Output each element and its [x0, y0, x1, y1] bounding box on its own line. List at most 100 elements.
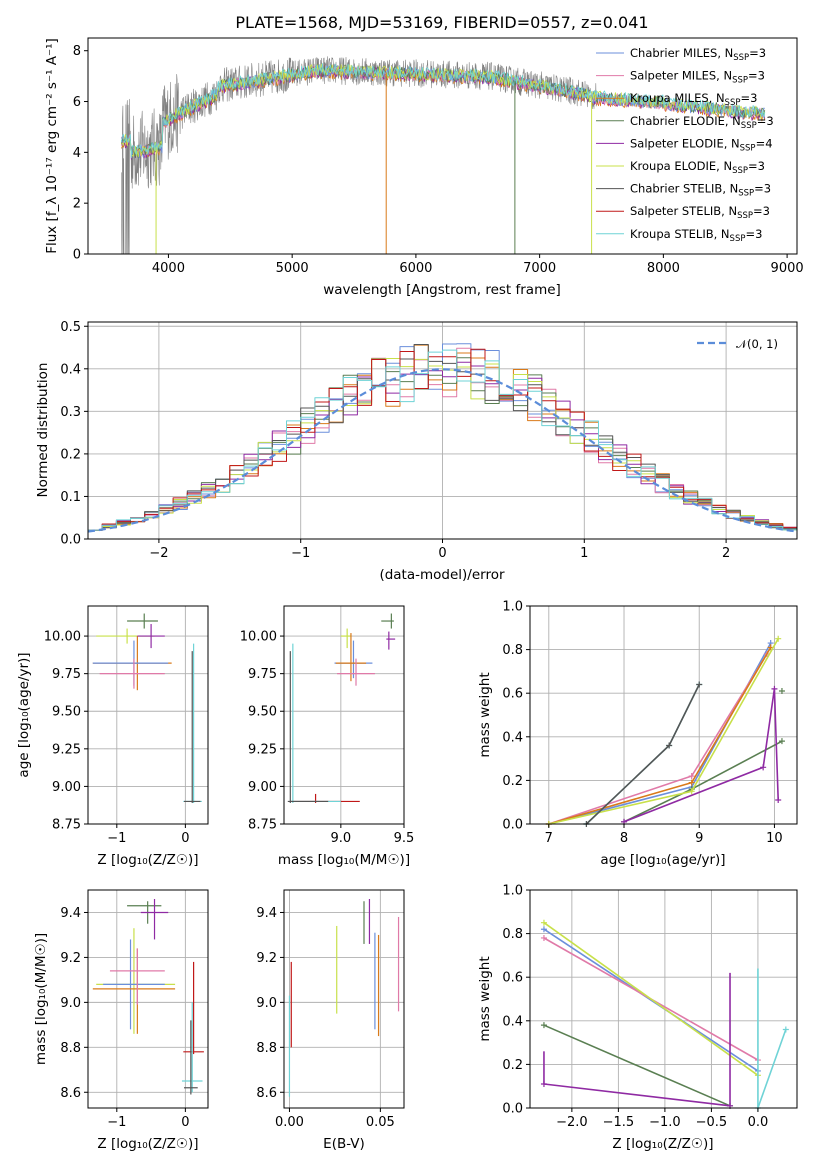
- mass-vs-ebv-panel: 0.00 0.05 8.6 8.8 9.0 9.2 9.4 E(B-V): [256, 889, 405, 1152]
- y-tick-label: 0.0: [502, 818, 523, 833]
- legend-label: Kroupa STELIB, NSSP=3: [630, 227, 762, 244]
- x-tick-label: 9.0: [330, 831, 351, 846]
- x-tick-label: −1: [107, 831, 126, 846]
- legend-label: Kroupa MILES, NSSP=3: [630, 91, 757, 108]
- x-tick-label: 5000: [276, 261, 309, 276]
- residuals-panel: −2 −1 0 1 2 0.0 0.1 0.2 0.3 0.4 0.5 𝒩(0, 1) (data-mo…: [35, 320, 798, 583]
- weight-age-point: [688, 779, 695, 786]
- spectrum-panel-frame: [87, 37, 798, 255]
- residual-histogram: [88, 344, 797, 531]
- y-tick-label: 0.8: [502, 927, 523, 942]
- y-tick-label: 0: [73, 248, 81, 263]
- y-tick-label: 0.2: [502, 774, 523, 789]
- mass-vs-ebv-panel-plot: [288, 898, 400, 1097]
- x-tick-label: 0.05: [366, 1115, 395, 1130]
- y-tick-label: 9.4: [256, 906, 277, 921]
- weight-Z-line: [543, 1024, 731, 1107]
- weight-age-point: [696, 681, 703, 688]
- legend-label: Chabrier STELIB, NSSP=3: [630, 182, 771, 199]
- x-axis-label: age [log₁₀(age/yr)]: [600, 852, 725, 868]
- x-tick-label: 1: [580, 546, 588, 561]
- weight-vs-Z-panel-frame: [529, 889, 798, 1109]
- legend-label: Chabrier ELODIE, NSSP=3: [630, 114, 774, 131]
- weight-age-point: [775, 797, 782, 804]
- y-tick-label: 10.00: [240, 630, 277, 645]
- x-tick-label: 6000: [399, 261, 432, 276]
- x-tick-label: 9: [695, 831, 703, 846]
- y-tick-label: 1.0: [502, 884, 523, 899]
- weight-age-line: [548, 642, 772, 825]
- x-tick-label: −1: [291, 546, 310, 561]
- y-axis-label: Normed distribution: [35, 363, 51, 498]
- mass-vs-Z-panel: −1 0 8.6 8.8 9.0 9.2 9.4 Z [log₁₀(Z/Z☉)] mass [l…: [33, 889, 209, 1152]
- weight-age-line: [548, 638, 779, 825]
- age-vs-Z-panel: −1 0 8.75 9.00 9.25 9.50 9.75 10.00 Z [log₁₀(Z/Z…: [16, 605, 209, 868]
- spectrum-panel-plot: [121, 56, 766, 255]
- x-tick-label: 8000: [647, 261, 680, 276]
- weight-Z-point: [782, 1026, 789, 1033]
- x-tick-label: 7: [545, 831, 553, 846]
- y-axis-label: Flux [f_λ 10⁻¹⁷ erg cm⁻² s⁻¹ A⁻¹]: [44, 38, 60, 254]
- age-vs-Z-panel-frame: [87, 605, 209, 825]
- x-axis-label: Z [log₁₀(Z/Z☉)]: [97, 852, 198, 868]
- weight-age-point: [688, 773, 695, 780]
- weight-age-point: [771, 685, 778, 692]
- y-axis-label: mass weight: [477, 956, 493, 1041]
- x-tick-label: −2: [149, 546, 168, 561]
- x-tick-label: 7000: [523, 261, 556, 276]
- x-axis-label: E(B-V): [323, 1136, 365, 1152]
- weight-Z-line: [757, 1029, 787, 1109]
- weight-vs-Z-panel-plot: [540, 919, 789, 1111]
- residual-histogram: [88, 357, 797, 531]
- y-tick-label: 9.00: [248, 780, 277, 795]
- x-axis-label: mass [log₁₀(M/M☉)]: [278, 852, 410, 868]
- weight-age-point: [778, 688, 785, 695]
- legend-label: Chabrier MILES, NSSP=3: [630, 46, 766, 63]
- weight-vs-age-panel-plot: [545, 635, 785, 827]
- x-tick-label: 0: [438, 546, 446, 561]
- y-tick-label: 0.4: [60, 362, 81, 377]
- figure-title: PLATE=1568, MJD=53169, FIBERID=0557, z=0…: [235, 13, 648, 32]
- y-tick-label: 2: [73, 197, 81, 212]
- weight-age-line: [623, 687, 779, 823]
- y-tick-label: 8.8: [256, 1041, 277, 1056]
- y-tick-label: 9.2: [256, 951, 277, 966]
- model-spectrum: [121, 63, 766, 159]
- y-tick-label: 9.50: [248, 705, 277, 720]
- x-tick-label: 9000: [771, 261, 804, 276]
- mass-vs-Z-panel-plot: [92, 898, 204, 1095]
- y-tick-label: 8.8: [60, 1041, 81, 1056]
- residual-histogram: [88, 361, 797, 531]
- x-tick-label: 4000: [152, 261, 185, 276]
- weight-Z-line: [543, 1083, 731, 1107]
- spectrum-legend: Chabrier MILES, NSSP=3 Salpeter MILES, NS…: [596, 46, 774, 244]
- residual-histogram: [88, 348, 797, 531]
- x-axis-label: wavelength [Angstrom, rest frame]: [323, 282, 561, 298]
- panels: 4000 5000 6000 7000 8000 9000 0 2 4 6 8 Chabrier MI…: [16, 37, 804, 1152]
- y-tick-label: 0.4: [502, 1014, 523, 1029]
- y-tick-label: 9.4: [60, 906, 81, 921]
- y-tick-label: 8: [73, 44, 81, 59]
- weight-age-line: [548, 646, 772, 825]
- x-tick-label: −1.5: [603, 1115, 635, 1130]
- y-tick-label: 9.00: [52, 780, 81, 795]
- y-axis-label: mass weight: [477, 672, 493, 757]
- weight-Z-line: [543, 928, 759, 1072]
- weight-age-point: [760, 764, 767, 771]
- weight-vs-age-panel: 7 8 9 10 0.0 0.2 0.4 0.6 0.8 1.0 age [log₁₀(age/yr…: [477, 600, 798, 868]
- legend-label: Salpeter STELIB, NSSP=3: [630, 204, 770, 221]
- legend-label: 𝒩(0, 1): [736, 337, 778, 351]
- y-tick-label: 8.75: [52, 818, 81, 833]
- weight-Z-point: [540, 1022, 547, 1029]
- weight-Z-point: [540, 934, 547, 941]
- y-tick-label: 0.6: [502, 971, 523, 986]
- residuals-panel-plot: [87, 343, 798, 533]
- age-vs-mass-panel: 9.0 9.5 8.75 9.00 9.25 9.50 9.75 10.00 mass [log…: [240, 605, 414, 868]
- age-vs-mass-panel-plot: [287, 613, 396, 803]
- y-tick-label: 6: [73, 95, 81, 110]
- x-tick-label: −0.5: [696, 1115, 728, 1130]
- y-tick-label: 4: [73, 146, 81, 161]
- y-tick-label: 0.0: [502, 1102, 523, 1117]
- legend-label: Salpeter ELODIE, NSSP=4: [630, 136, 773, 153]
